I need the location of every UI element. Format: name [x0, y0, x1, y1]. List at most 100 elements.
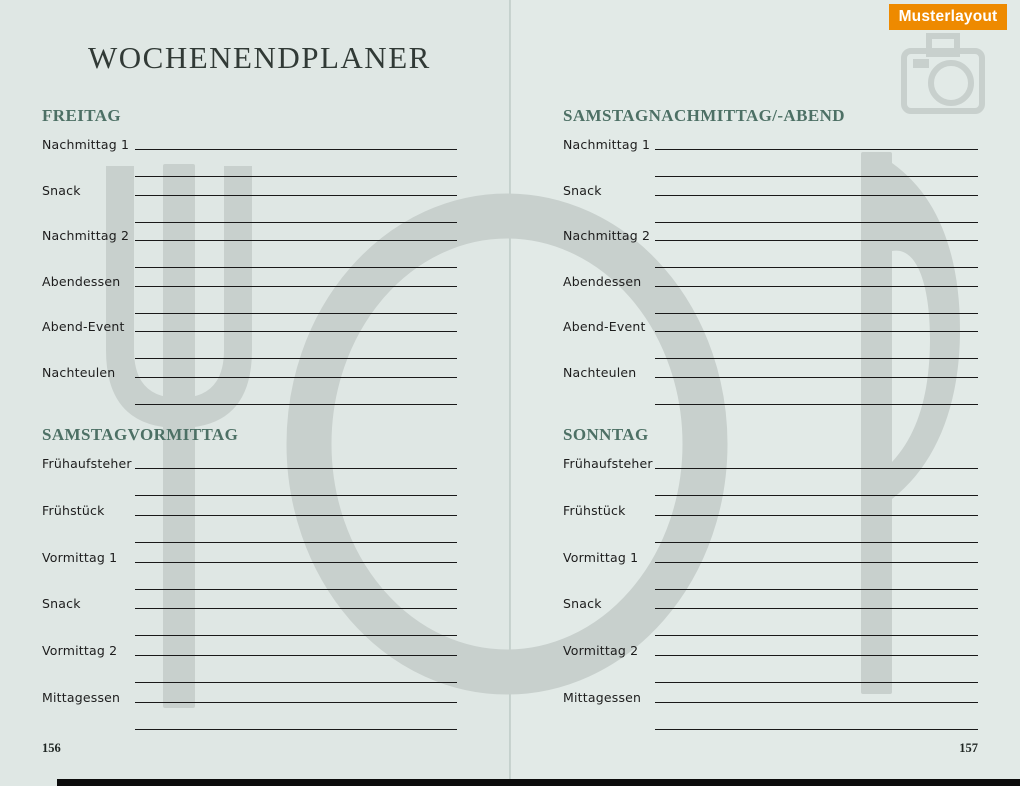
planner-row: Vormittag 1	[563, 549, 978, 596]
plate-icon	[286, 193, 728, 695]
planner-row: Frühstück	[42, 502, 457, 549]
planner-row: Vormittag 2	[42, 642, 457, 689]
section-samstagvormittag: SAMSTAGVORMITTAG Frühaufsteher Frühstück V…	[42, 425, 457, 736]
writing-line	[655, 655, 978, 657]
writing-line	[135, 267, 457, 269]
section-rows: Frühaufsteher Frühstück Vormittag 1 Snack Vo…	[563, 455, 978, 736]
writing-line	[135, 608, 457, 610]
section-sonntag: SONNTAG Frühaufsteher Frühstück Vormittag …	[563, 425, 978, 736]
writing-line	[135, 312, 457, 314]
row-label: Abend-Event	[563, 319, 646, 335]
row-label: Abendessen	[42, 273, 121, 289]
writing-line	[655, 561, 978, 563]
page-title: WOCHENENDPLANER	[88, 40, 431, 75]
row-label: Nachmittag 2	[563, 228, 651, 244]
row-label: Snack	[42, 596, 81, 612]
writing-line	[135, 221, 457, 223]
writing-line	[135, 376, 457, 378]
writing-line	[655, 682, 978, 684]
writing-line	[655, 376, 978, 378]
writing-line	[655, 194, 978, 196]
row-label: Snack	[42, 182, 81, 198]
planner-row: Vormittag 1	[42, 549, 457, 596]
section-rows: Frühaufsteher Frühstück Vormittag 1 Snack Vo…	[42, 455, 457, 736]
writing-line	[135, 495, 457, 496]
writing-line	[135, 149, 457, 150]
writing-line	[135, 728, 457, 730]
page-number-left: 156	[42, 741, 61, 755]
section-samstagnachmittag-abend: SAMSTAGNACHMITTAG/-ABEND Nachmittag 1 Sna…	[563, 106, 978, 410]
section-rows: Nachmittag 1 Snack Nachmittag 2 Abendessen A…	[563, 136, 978, 410]
knife-icon	[861, 152, 960, 694]
fork-icon	[106, 164, 252, 708]
writing-line	[135, 403, 457, 405]
writing-line	[655, 267, 978, 269]
writing-line	[655, 221, 978, 223]
row-label: Vormittag 1	[42, 549, 118, 565]
row-label: Nachmittag 2	[42, 228, 130, 244]
page-seam-divider	[509, 0, 511, 786]
row-label: Frühaufsteher	[563, 456, 653, 471]
writing-line	[135, 240, 457, 242]
section-freitag: FREITAG Nachmittag 1 Snack Nachmittag 2 Abe…	[42, 106, 457, 410]
row-label: Vormittag 1	[563, 549, 639, 565]
writing-line	[135, 514, 457, 516]
writing-line	[655, 635, 978, 637]
planner-row: Nachmittag 1	[563, 136, 978, 182]
writing-line	[135, 358, 457, 360]
writing-line	[655, 514, 978, 516]
planner-row: Snack	[42, 182, 457, 228]
writing-line	[655, 588, 978, 590]
writing-line	[135, 176, 457, 177]
writing-line	[655, 176, 978, 177]
planner-row: Snack	[563, 182, 978, 228]
writing-line	[135, 285, 457, 287]
writing-line	[655, 701, 978, 703]
row-label: Snack	[563, 182, 602, 198]
writing-line	[135, 588, 457, 590]
writing-line	[655, 312, 978, 314]
writing-line	[655, 331, 978, 333]
writing-line	[135, 682, 457, 684]
writing-line	[135, 468, 457, 469]
writing-line	[135, 701, 457, 703]
page-number-right: 157	[959, 741, 978, 755]
planner-row: Vormittag 2	[563, 642, 978, 689]
section-rows: Nachmittag 1 Snack Nachmittag 2 Abendessen A…	[42, 136, 457, 410]
row-label: Frühstück	[42, 502, 105, 518]
writing-line	[655, 495, 978, 496]
planner-row: Abendessen	[563, 273, 978, 319]
planner-row: Frühaufsteher	[563, 455, 978, 502]
writing-line	[655, 541, 978, 543]
planner-row: Snack	[563, 595, 978, 642]
section-heading: SAMSTAGNACHMITTAG/-ABEND	[563, 106, 845, 125]
planner-row: Nachmittag 1	[42, 136, 457, 182]
section-heading: SAMSTAGVORMITTAG	[42, 425, 239, 444]
writing-line	[655, 728, 978, 730]
writing-line	[655, 468, 978, 469]
row-label: Abend-Event	[42, 319, 125, 335]
musterlayout-badge: Musterlayout	[889, 4, 1007, 30]
planner-row: Nachmittag 2	[42, 227, 457, 273]
writing-line	[655, 240, 978, 242]
planner-row: Abend-Event	[563, 318, 978, 364]
planner-row: Mittagessen	[42, 689, 457, 736]
planner-row: Mittagessen	[563, 689, 978, 736]
writing-line	[135, 561, 457, 563]
row-label: Mittagessen	[563, 689, 642, 705]
row-label: Mittagessen	[42, 689, 121, 705]
row-label: Nachmittag 1	[563, 137, 651, 152]
planner-row: Frühaufsteher	[42, 455, 457, 502]
writing-line	[655, 403, 978, 405]
writing-line	[135, 655, 457, 657]
row-label: Nachmittag 1	[42, 137, 130, 152]
writing-line	[655, 285, 978, 287]
planner-row: Nachmittag 2	[563, 227, 978, 273]
writing-line	[135, 331, 457, 333]
row-label: Snack	[563, 596, 602, 612]
planner-row: Frühstück	[563, 502, 978, 549]
planner-row: Nachteulen	[563, 364, 978, 410]
row-label: Nachteulen	[42, 364, 116, 380]
